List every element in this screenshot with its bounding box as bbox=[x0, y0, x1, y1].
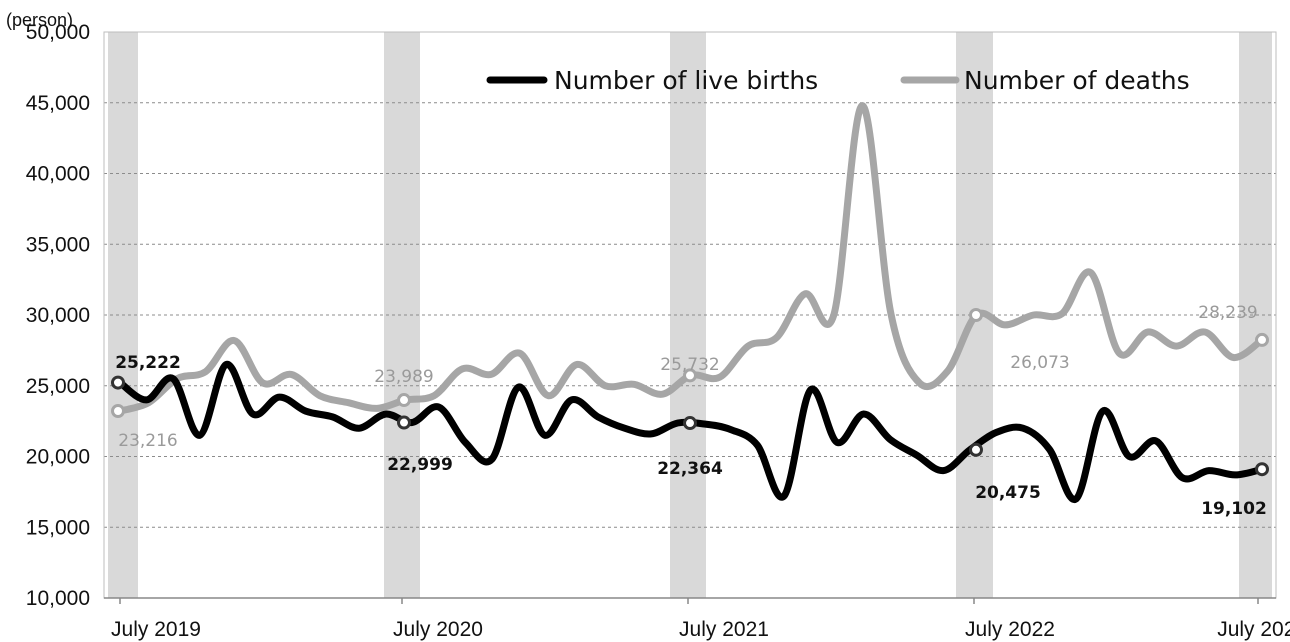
data-label-deaths: 23,989 bbox=[374, 367, 433, 387]
marker-deaths bbox=[969, 308, 983, 322]
marker-deaths bbox=[1255, 332, 1269, 347]
data-label-live-births: 22,364 bbox=[657, 459, 723, 479]
data-label-live-births: 22,999 bbox=[387, 455, 453, 475]
marker-deaths bbox=[111, 403, 125, 418]
x-tick-label: July 2022 bbox=[965, 618, 1055, 641]
marker-deaths bbox=[683, 368, 697, 383]
legend-label-deaths: Number of deaths bbox=[964, 66, 1190, 95]
y-tick-label: 25,000 bbox=[26, 375, 90, 398]
y-tick-label: 50,000 bbox=[26, 21, 90, 44]
marker-live-births bbox=[683, 416, 697, 431]
july-highlight-bands bbox=[108, 32, 1272, 598]
marker-live-births bbox=[969, 442, 983, 457]
y-tick-label: 35,000 bbox=[26, 233, 90, 256]
x-tick-label: July 2020 bbox=[393, 618, 483, 641]
data-label-live-births: 20,475 bbox=[975, 483, 1041, 503]
marker-live-births bbox=[111, 375, 125, 390]
data-labels: 25,222 22,999 22,364 20,475 19,102 23,216 23,9… bbox=[115, 303, 1267, 519]
y-tick-label: 10,000 bbox=[26, 587, 90, 610]
highlight-markers bbox=[111, 308, 1269, 477]
data-label-deaths: 23,216 bbox=[118, 431, 177, 451]
y-axis-unit-label: (person) bbox=[6, 10, 73, 30]
legend-label-live-births: Number of live births bbox=[554, 66, 818, 95]
y-tick-label: 15,000 bbox=[26, 516, 90, 539]
data-label-deaths: 28,239 bbox=[1198, 303, 1257, 323]
y-tick-label: 40,000 bbox=[26, 163, 90, 186]
y-tick-label: 30,000 bbox=[26, 304, 90, 327]
data-label-deaths: 26,073 bbox=[1010, 353, 1069, 373]
data-label-live-births: 25,222 bbox=[115, 353, 181, 373]
y-tick-label: 45,000 bbox=[26, 92, 90, 115]
x-tick-label: July 2021 bbox=[679, 618, 769, 641]
marker-live-births bbox=[1255, 462, 1269, 477]
y-axis-ticks: 10,000 15,000 20,000 25,000 30,000 35,000 40,0… bbox=[26, 21, 90, 610]
y-tick-label: 20,000 bbox=[26, 446, 90, 469]
x-tick-label: July 2019 bbox=[111, 618, 201, 641]
data-label-live-births: 19,102 bbox=[1201, 499, 1267, 519]
marker-live-births bbox=[397, 415, 411, 430]
marker-deaths bbox=[397, 393, 411, 408]
july-band-1 bbox=[384, 32, 420, 598]
line-number-of-deaths bbox=[116, 102, 1266, 415]
data-label-deaths: 25,732 bbox=[660, 355, 719, 375]
legend: Number of live births Number of deaths bbox=[486, 66, 1190, 95]
series-number-of-deaths bbox=[116, 102, 1266, 415]
x-tick-label: July 2023p bbox=[1217, 618, 1290, 641]
x-axis-ticks: July 2019 July 2020 July 2021 July 2022 July… bbox=[111, 598, 1290, 641]
